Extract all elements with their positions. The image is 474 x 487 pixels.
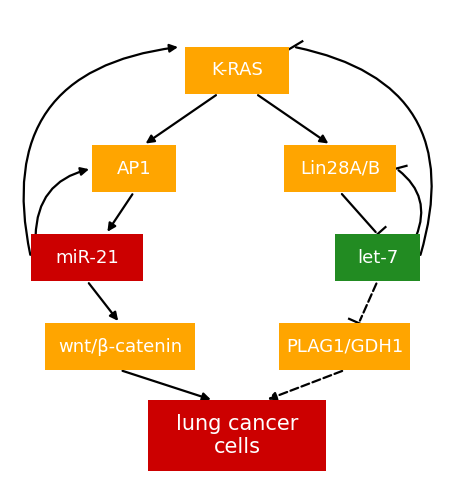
FancyBboxPatch shape — [31, 234, 143, 281]
Text: let-7: let-7 — [357, 248, 398, 266]
Text: lung cancer
cells: lung cancer cells — [176, 414, 298, 457]
FancyBboxPatch shape — [279, 323, 410, 370]
FancyBboxPatch shape — [45, 323, 195, 370]
Text: Lin28A/B: Lin28A/B — [300, 160, 380, 178]
FancyBboxPatch shape — [148, 400, 326, 471]
Text: wnt/β-catenin: wnt/β-catenin — [58, 337, 182, 356]
FancyBboxPatch shape — [92, 145, 176, 192]
FancyBboxPatch shape — [185, 47, 289, 94]
FancyBboxPatch shape — [336, 234, 419, 281]
Text: miR-21: miR-21 — [55, 248, 119, 266]
Text: PLAG1/GDH1: PLAG1/GDH1 — [286, 337, 403, 356]
Text: K-RAS: K-RAS — [211, 61, 263, 79]
Text: AP1: AP1 — [117, 160, 151, 178]
FancyBboxPatch shape — [284, 145, 396, 192]
